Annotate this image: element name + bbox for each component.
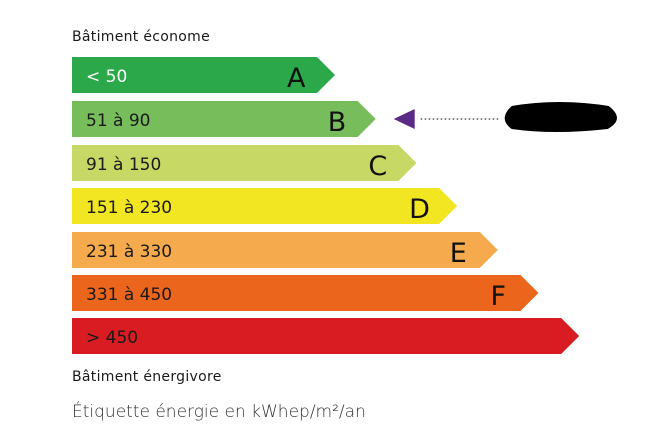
class-range: 231 à 330 <box>86 242 172 262</box>
indicator-arrow-icon <box>393 109 415 129</box>
redacted-value <box>504 102 617 132</box>
class-bar-g <box>72 318 580 354</box>
class-range: 331 à 450 <box>86 285 172 305</box>
class-letter: D <box>409 194 430 225</box>
class-range: 51 à 90 <box>86 111 151 131</box>
class-letter: F <box>491 281 507 312</box>
class-bar-c <box>72 145 417 181</box>
class-range: 91 à 150 <box>86 155 161 175</box>
class-bar-d <box>72 188 458 224</box>
class-range: > 450 <box>86 328 138 348</box>
class-range: 151 à 230 <box>86 198 172 218</box>
class-range: < 50 <box>86 67 127 87</box>
class-letter: E <box>450 238 467 269</box>
caption: Étiquette énergie en kWhep/m²/an <box>72 402 366 422</box>
top-label: Bâtiment économe <box>72 29 210 45</box>
class-letter: B <box>328 107 347 138</box>
class-bar-e <box>72 232 498 268</box>
class-letter: A <box>287 63 306 94</box>
class-bar-b <box>72 101 376 137</box>
class-bar-a <box>72 57 335 93</box>
bottom-label: Bâtiment énergivore <box>72 369 222 385</box>
class-letter: C <box>368 151 387 182</box>
class-bar-f <box>72 275 539 311</box>
